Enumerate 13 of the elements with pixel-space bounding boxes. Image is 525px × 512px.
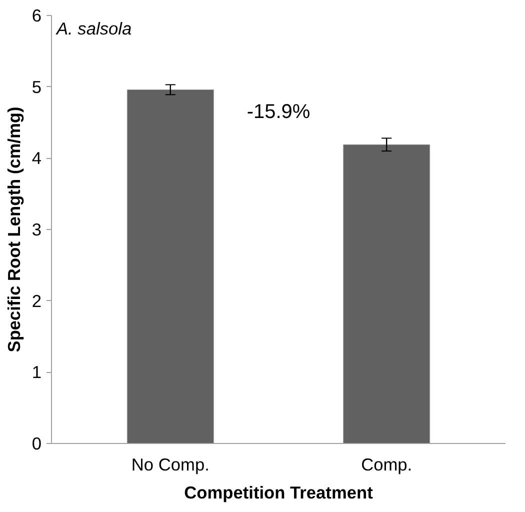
annotation: -15.9% [246, 101, 310, 124]
y-axis-title: Specific Root Length (cm/mg) [4, 106, 24, 352]
y-tick-label: 2 [32, 290, 42, 311]
annotation: A. salsola [56, 18, 132, 38]
y-tick-label: 5 [32, 76, 42, 97]
y-tick-label: 1 [32, 362, 42, 382]
y-tick-label: 0 [32, 434, 42, 454]
y-tick-label: 3 [32, 220, 42, 240]
y-tick-label: 6 [32, 6, 42, 26]
x-axis-title: Competition Treatment [184, 482, 374, 502]
x-tick-label: Comp. [361, 454, 412, 474]
x-tick-label: No Comp. [131, 454, 210, 474]
y-tick-label: 4 [32, 148, 42, 168]
